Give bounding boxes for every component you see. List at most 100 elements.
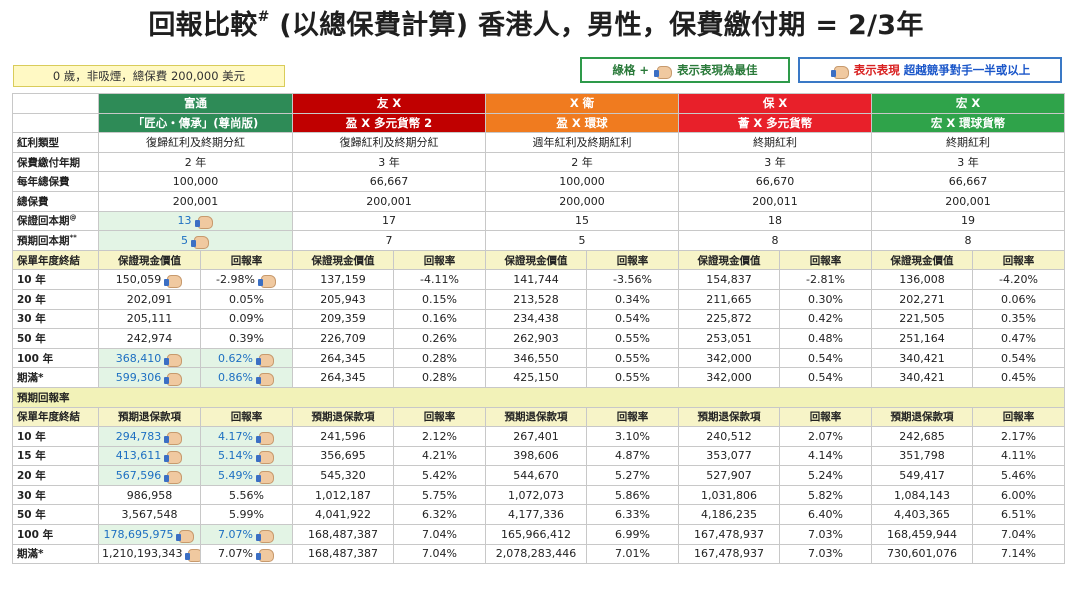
company-name: 富通: [98, 93, 293, 114]
row-label: 紅利類型: [12, 132, 99, 153]
row-label: 預期回本期**: [12, 230, 99, 251]
col-rate-header: 回報率: [779, 249, 872, 271]
return-rate-cell: 4.87%: [586, 445, 679, 467]
return-rate-cell: 6.32%: [393, 504, 486, 526]
title-sup: #: [257, 9, 270, 25]
subheader-row: 保單年度終結 預期退保款項 回報率 預期退保款項 回報率 預期退保款項 回報率 預期退保款項回…: [12, 406, 1065, 428]
row-label-text: 期滿*: [17, 548, 44, 561]
row-label-text: 總保費: [17, 195, 49, 208]
surrender-value-cell: 356,695: [292, 445, 394, 467]
company-name: 保 X: [678, 93, 872, 114]
return-rate-cell: 6.00%: [972, 484, 1065, 506]
subheader-row: 保單年度終結 保證現金價值 回報率 保證現金價值 回報率 保證現金價值 回報率 保證現金價值回…: [12, 249, 1065, 271]
row-label-text: 紅利類型: [17, 136, 59, 149]
return-rate-cell: 0.86%: [200, 367, 293, 388]
surrender-value-cell: 2,078,283,446: [485, 543, 587, 565]
row-label: 20 年: [12, 465, 99, 486]
company-name: 友 X: [292, 93, 486, 114]
col-rate-header: 回報率: [972, 406, 1065, 428]
guaranteed-breakeven-row: 保證回本期@ 13 17 15 18 19: [12, 210, 1065, 232]
surrender-value-cell: 1,072,073: [485, 484, 587, 506]
expected-row: 30 年 986,958 5.56% 1,012,187 5.75% 1,072,073 5…: [12, 484, 1065, 506]
col-rate-header: 回報率: [393, 249, 486, 271]
breakeven-cell: 7: [292, 230, 486, 251]
row-label: 期滿*: [12, 367, 99, 388]
surrender-value-cell: 167,478,937: [678, 543, 780, 565]
row-label: 50 年: [12, 504, 99, 526]
cash-value-cell: 205,111: [98, 308, 201, 330]
surrender-value-cell: 1,012,187: [292, 484, 394, 506]
row-label: 50 年: [12, 328, 99, 349]
cash-value-cell: 425,150: [485, 367, 587, 388]
surrender-value-cell: 4,186,235: [678, 504, 780, 526]
return-rate-cell: 5.46%: [972, 465, 1065, 486]
cash-value-cell: 251,164: [871, 328, 973, 349]
row-label: 保單年度終結: [12, 406, 99, 428]
row-label-text: 30 年: [17, 489, 46, 502]
cash-value-cell: 141,744: [485, 269, 587, 290]
thumbs-up-icon: [194, 213, 214, 230]
row-label-text: 期滿*: [17, 372, 44, 385]
section-title: 預期回報率: [12, 386, 1065, 408]
info-cell: 2 年: [485, 151, 679, 173]
return-rate-cell: 7.04%: [393, 524, 486, 545]
expected-row: 期滿* 1,210,193,343 7.07% 168,487,387 7.04% 2,0…: [12, 543, 1065, 565]
surrender-value-cell: 168,459,944: [871, 524, 973, 545]
cell-value: 7.07%: [218, 527, 253, 541]
surrender-value-cell: 398,606: [485, 445, 587, 467]
row-label-text: 100 年: [17, 528, 54, 541]
return-rate-cell: 0.55%: [586, 367, 679, 388]
return-rate-cell: 7.07%: [200, 543, 293, 565]
cell-value: 5.49%: [218, 469, 253, 483]
cash-value-cell: 205,943: [292, 288, 394, 310]
cell-value: 0.62%: [218, 351, 253, 365]
legend-best: 綠格 + 表示表現為最佳: [580, 57, 790, 83]
breakeven-cell: 18: [678, 210, 872, 232]
info-cell: 100,000: [98, 171, 293, 192]
thumbs-up-icon: [163, 272, 183, 289]
surrender-value-cell: 1,031,806: [678, 484, 780, 506]
info-cell: 3 年: [678, 151, 872, 173]
thumbs-up-icon: [163, 448, 183, 465]
return-rate-cell: 6.99%: [586, 524, 679, 545]
return-rate-cell: 0.54%: [779, 347, 872, 369]
row-label-text: 20 年: [17, 470, 46, 483]
return-rate-cell: 2.17%: [972, 426, 1065, 447]
thumbs-up-icon: [255, 370, 275, 387]
cell-value: -2.98%: [216, 273, 255, 287]
return-rate-cell: 0.30%: [779, 288, 872, 310]
row-label-text: 100 年: [17, 352, 54, 365]
expected-row: 10 年 294,783 4.17% 241,596 2.12% 267,401 3.10%…: [12, 426, 1065, 447]
surrender-value-cell: 544,670: [485, 465, 587, 486]
title-rest: (以總保費計算) 香港人，男性，保費繳付期 = 2/3年: [269, 10, 924, 41]
return-rate-cell: 4.14%: [779, 445, 872, 467]
return-rate-cell: 0.54%: [586, 308, 679, 330]
return-rate-cell: 0.47%: [972, 328, 1065, 349]
thumbs-up-icon: [184, 546, 200, 563]
row-label-text: 預期回本期: [17, 234, 70, 247]
cash-value-cell: 150,059: [98, 269, 201, 290]
row-label: 期滿*: [12, 543, 99, 565]
guaranteed-row: 100 年 368,410 0.62% 264,345 0.28% 346,550 0.55…: [12, 347, 1065, 369]
return-rate-cell: 7.01%: [586, 543, 679, 565]
company-name: X 衛: [485, 93, 679, 114]
return-rate-cell: 0.48%: [779, 328, 872, 349]
cell-value: 368,410: [115, 351, 162, 365]
row-label-text: 30 年: [17, 313, 46, 326]
return-rate-cell: 0.35%: [972, 308, 1065, 330]
thumbs-up-icon: [830, 63, 850, 79]
return-rate-cell: 0.28%: [393, 367, 486, 388]
info-cell: 200,001: [871, 190, 1065, 212]
surrender-value-cell: 3,567,548: [98, 504, 201, 526]
breakeven-cell: 17: [292, 210, 486, 232]
cell-value: 599,306: [115, 371, 162, 385]
cell-value: 1,210,193,343: [102, 547, 183, 561]
thumbs-up-icon: [653, 63, 673, 79]
col-rate-header: 回報率: [586, 406, 679, 428]
info-cell: 終期紅利: [871, 132, 1065, 153]
return-rate-cell: 0.05%: [200, 288, 293, 310]
thumbs-up-icon: [163, 370, 183, 387]
col-rate-header: 回報率: [200, 249, 293, 271]
